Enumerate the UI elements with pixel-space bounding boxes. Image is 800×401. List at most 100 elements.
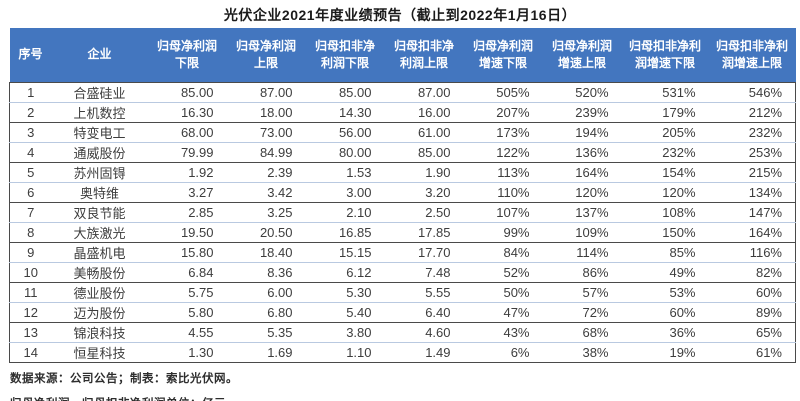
value-cell: 150% [662,225,696,240]
value-cell: 1.10 [346,345,372,360]
value-cell: 2.50 [425,205,451,220]
column-header: 归母扣非净利润下限 [305,28,385,83]
value-cell: 80.00 [338,145,372,160]
value-cell: 36% [669,325,696,340]
value-cell: 85.00 [417,145,451,160]
value-cell: 52% [503,265,530,280]
value-cell: 84% [503,245,530,260]
value-cell: 239% [575,105,609,120]
column-header: 归母扣非净利润增速下限 [621,28,709,83]
value-cell: 3.27 [188,185,214,200]
results-table: 序号 企业 归母净利润下限 归母净利润上限 归母扣非净利润下限 归母扣非净利润上限 归母净利… [9,28,796,363]
row-index-cell: 4 [27,145,35,160]
value-cell: 73.00 [259,125,293,140]
column-header: 归母净利润上限 [226,28,306,83]
value-cell: 120% [662,185,696,200]
value-cell: 137% [575,205,609,220]
value-cell: 122% [496,145,530,160]
value-cell: 18.00 [259,105,293,120]
value-cell: 15.80 [180,245,214,260]
value-cell: 1.30 [188,345,214,360]
value-cell: 194% [575,125,609,140]
value-cell: 531% [662,85,696,100]
footnote-unit: 归母净利润、归母扣非净利润单位：亿元。 [10,395,800,401]
value-cell: 1.53 [346,165,372,180]
column-header: 归母净利润增速上限 [542,28,622,83]
column-header: 序号 [9,28,52,83]
value-cell: 3.00 [346,185,372,200]
row-index-cell: 1 [27,85,35,100]
value-cell: 17.70 [417,245,451,260]
row-index-cell: 6 [27,185,35,200]
value-cell: 87.00 [417,85,451,100]
column-header: 归母扣非净利润上限 [384,28,464,83]
value-cell: 3.80 [346,325,372,340]
value-cell: 5.40 [346,305,372,320]
value-cell: 85.00 [180,85,214,100]
table-row: 13 锦浪科技 4.55 5.35 3.80 4.60 43% 68% 36% 65% [9,322,796,343]
column-header: 企业 [51,28,148,83]
table-row: 3 特变电工 68.00 73.00 56.00 61.00 173% 194% 205% 232… [9,122,796,143]
table-row: 2 上机数控 16.30 18.00 14.30 16.00 207% 239% 179% 212… [9,102,796,123]
row-index-cell: 3 [27,125,35,140]
value-cell: 179% [662,105,696,120]
value-cell: 50% [503,285,530,300]
value-cell: 212% [748,105,782,120]
value-cell: 520% [575,85,609,100]
company-name-cell: 美畅股份 [73,266,126,281]
value-cell: 3.42 [267,185,293,200]
value-cell: 154% [662,165,696,180]
value-cell: 232% [662,145,696,160]
value-cell: 5.55 [425,285,451,300]
value-cell: 61.00 [417,125,451,140]
value-cell: 57% [582,285,609,300]
value-cell: 5.30 [346,285,372,300]
value-cell: 1.69 [267,345,293,360]
value-cell: 253% [748,145,782,160]
value-cell: 47% [503,305,530,320]
value-cell: 20.50 [259,225,293,240]
value-cell: 113% [497,165,530,180]
value-cell: 6.00 [267,285,293,300]
value-cell: 56.00 [338,125,372,140]
value-cell: 99% [503,225,530,240]
table-row: 1 合盛硅业 85.00 87.00 85.00 87.00 505% 520% 531% 546… [9,82,796,103]
value-cell: 205% [662,125,696,140]
company-name-cell: 迈为股份 [73,306,126,321]
footnotes: 数据来源：公司公告；制表：索比光伏网。 归母净利润、归母扣非净利润单位：亿元。 [10,370,800,401]
value-cell: 108% [662,205,696,220]
row-index-cell: 10 [23,265,38,280]
value-cell: 6.84 [188,265,214,280]
value-cell: 61% [755,345,782,360]
row-index-cell: 5 [27,165,35,180]
value-cell: 18.40 [259,245,293,260]
value-cell: 2.10 [346,205,372,220]
value-cell: 207% [496,105,530,120]
value-cell: 84.99 [259,145,293,160]
row-index-cell: 8 [27,225,35,240]
value-cell: 14.30 [338,105,372,120]
row-index-cell: 2 [27,105,35,120]
row-index-cell: 7 [27,205,35,220]
column-header: 归母扣非净利润增速上限 [708,28,796,83]
value-cell: 164% [748,225,782,240]
value-cell: 164% [575,165,609,180]
value-cell: 7.48 [425,265,451,280]
row-index-cell: 11 [24,285,38,300]
table-row: 9 晶盛机电 15.80 18.40 15.15 17.70 84% 114% 85% 116% [9,242,796,263]
value-cell: 79.99 [180,145,214,160]
value-cell: 89% [755,305,782,320]
value-cell: 60% [755,285,782,300]
value-cell: 5.35 [267,325,293,340]
table-row: 12 迈为股份 5.80 6.80 5.40 6.40 47% 72% 60% 89% [9,302,796,323]
table-row: 14 恒星科技 1.30 1.69 1.10 1.49 6% 38% 19% 61% [9,342,796,363]
footnote-source: 数据来源：公司公告；制表：索比光伏网。 [10,373,238,385]
company-name-cell: 晶盛机电 [73,246,126,261]
value-cell: 17.85 [417,225,451,240]
value-cell: 53% [669,285,696,300]
value-cell: 68.00 [180,125,214,140]
company-name-cell: 通威股份 [73,146,126,161]
company-name-cell: 上机数控 [73,106,126,121]
value-cell: 19.50 [180,225,214,240]
